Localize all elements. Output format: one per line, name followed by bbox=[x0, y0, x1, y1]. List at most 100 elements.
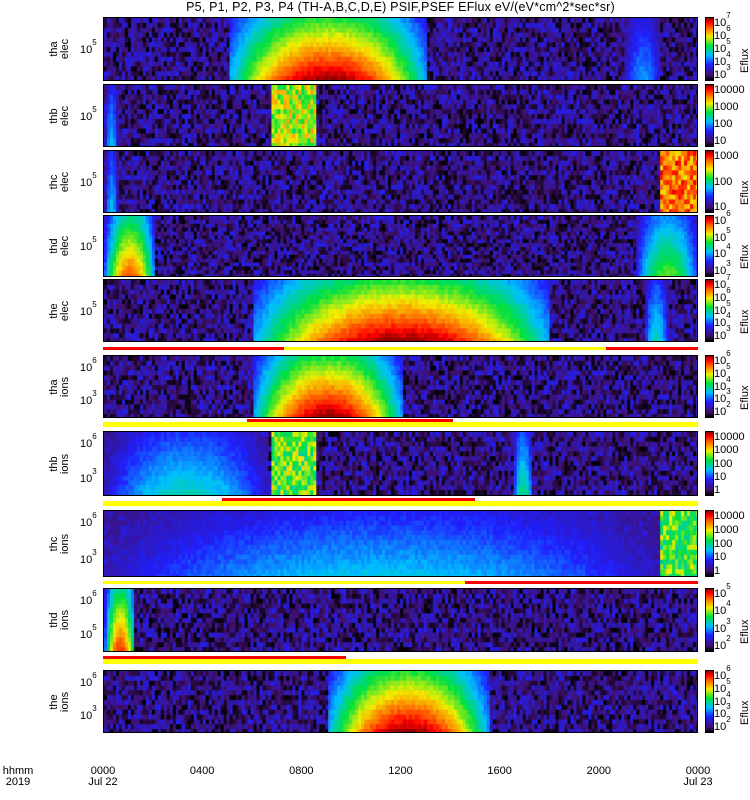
panel-label: tha elec bbox=[48, 19, 71, 79]
colorbar-tick-label: 104 bbox=[714, 50, 731, 68]
mode-bar-red bbox=[103, 347, 284, 350]
exponent: 5 bbox=[726, 582, 731, 591]
x-label-year: 2019 bbox=[5, 776, 31, 788]
spectrogram-panel-thd-ions bbox=[103, 588, 698, 652]
panel-label-line: ions bbox=[59, 609, 71, 631]
x-tick-label: 1200 bbox=[388, 765, 413, 777]
panel-label-line: elec bbox=[59, 300, 71, 321]
exponent: 3 bbox=[726, 616, 731, 626]
exponent: 6 bbox=[92, 432, 97, 441]
colorbar-tick-label: 106 bbox=[714, 285, 731, 304]
exponent: 5 bbox=[726, 361, 731, 371]
y-tick-label: 105 bbox=[80, 623, 97, 641]
x-date-label: Jul 22 bbox=[88, 776, 118, 788]
spectrogram-panel-tha-elec bbox=[103, 17, 698, 81]
panel-label: thb elec bbox=[48, 86, 71, 146]
colorbar-tick-label: 104 bbox=[714, 374, 731, 393]
colorbar-tick-label: 105 bbox=[714, 582, 731, 600]
panel-label: thd ions bbox=[48, 590, 71, 650]
exponent: 3 bbox=[726, 324, 731, 333]
colorbar-tick-label: 104 bbox=[714, 689, 731, 708]
exponent: 3 bbox=[92, 389, 97, 398]
colorbar-unit-label: Eflux bbox=[739, 700, 750, 725]
colorbar-tick-label: 106 bbox=[714, 209, 731, 227]
x-date-label: Jul 23 bbox=[683, 776, 713, 788]
exponent: 4 bbox=[726, 311, 731, 321]
panel-label-line: elec bbox=[59, 235, 71, 257]
spectrogram-panel-thb-ions bbox=[103, 431, 698, 496]
y-tick-label: 103 bbox=[80, 467, 97, 485]
mode-bar-yellow bbox=[103, 422, 698, 427]
colorbar-tick-label: 104 bbox=[714, 599, 731, 618]
exponent: 4 bbox=[726, 599, 731, 609]
panel-label: thc ions bbox=[48, 514, 71, 574]
x-label-hhmm: hhmm bbox=[2, 765, 34, 777]
x-tick-label: 1600 bbox=[487, 765, 512, 777]
colorbar-tick-label: 103 bbox=[714, 324, 731, 342]
exponent: 3 bbox=[92, 467, 97, 476]
panel-label-line: ions bbox=[59, 533, 71, 554]
y-tick-label: 106 bbox=[80, 511, 97, 529]
colorbar-tick-label: 107 bbox=[714, 11, 731, 29]
colorbar-tick-label: 103 bbox=[714, 387, 731, 406]
colorbar bbox=[705, 431, 714, 496]
colorbar-tick-label: 100 bbox=[714, 175, 733, 188]
colorbar-unit-label: Eflux bbox=[739, 619, 750, 644]
panel-label-line: ions bbox=[59, 453, 71, 474]
colorbar-tick-label: 100 bbox=[714, 457, 733, 470]
exponent: 3 bbox=[726, 702, 731, 712]
colorbar-unit-label: Eflux bbox=[739, 385, 750, 410]
colorbar-tick-label: 106 bbox=[714, 349, 731, 367]
colorbar bbox=[705, 150, 714, 213]
y-tick-label: 105 bbox=[80, 235, 97, 253]
colorbar-tick-label: 105 bbox=[714, 37, 731, 55]
exponent: 2 bbox=[726, 634, 731, 643]
y-tick-label: 105 bbox=[80, 104, 97, 123]
exponent: 6 bbox=[726, 285, 731, 295]
panel-label: tha ions bbox=[48, 357, 71, 417]
colorbar-tick-label: 100 bbox=[714, 537, 733, 550]
exponent: 2 bbox=[726, 400, 731, 409]
spectrogram-canvas bbox=[104, 85, 697, 146]
x-tick-label: 0400 bbox=[189, 765, 215, 777]
colorbar-tick-label: 100 bbox=[714, 118, 733, 130]
panel-label: thb ions bbox=[48, 434, 71, 494]
exponent: 3 bbox=[726, 259, 731, 268]
colorbar bbox=[705, 355, 714, 418]
exponent: 5 bbox=[92, 623, 97, 632]
mode-bar-red bbox=[222, 498, 475, 501]
x-tick-label: 0000 bbox=[90, 765, 116, 777]
mode-bar-red bbox=[606, 347, 698, 350]
colorbar-tick-label: 1000 bbox=[714, 444, 739, 457]
colorbar bbox=[705, 588, 714, 652]
colorbar-tick-label: 106 bbox=[714, 24, 731, 42]
y-tick-label: 106 bbox=[80, 356, 97, 374]
x-tick-label: 2000 bbox=[586, 765, 612, 777]
exponent: 2 bbox=[726, 715, 731, 724]
exponent: 6 bbox=[726, 24, 731, 33]
exponent: 3 bbox=[92, 704, 97, 713]
colorbar bbox=[705, 215, 714, 277]
panel-label-line: elec bbox=[59, 38, 71, 60]
colorbar-tick-label: 1000 bbox=[714, 101, 739, 113]
spectrogram-panel-the-ions bbox=[103, 670, 698, 733]
panel-label: thd elec bbox=[48, 216, 71, 276]
y-tick-label: 106 bbox=[80, 671, 97, 689]
colorbar-unit-label: Eflux bbox=[739, 180, 750, 205]
colorbar-tick-label: 10000 bbox=[714, 84, 745, 96]
exponent: 3 bbox=[726, 63, 731, 72]
colorbar-tick-label: 10 bbox=[714, 470, 727, 483]
panel-label: the elec bbox=[48, 281, 71, 341]
y-tick-label: 103 bbox=[80, 704, 97, 722]
exponent: 6 bbox=[92, 356, 97, 365]
colorbar-tick-label: 105 bbox=[714, 298, 731, 317]
exponent: 4 bbox=[726, 242, 731, 252]
colorbar-tick-label: 107 bbox=[714, 273, 731, 291]
exponent: 6 bbox=[92, 671, 97, 680]
panel-label-line: elec bbox=[59, 105, 71, 126]
exponent: 5 bbox=[92, 104, 97, 114]
colorbar-tick-label: 103 bbox=[714, 702, 731, 721]
spectrogram-panel-thc-elec bbox=[103, 150, 698, 213]
exponent: 5 bbox=[726, 37, 731, 46]
colorbar-tick-label: 104 bbox=[714, 311, 731, 330]
